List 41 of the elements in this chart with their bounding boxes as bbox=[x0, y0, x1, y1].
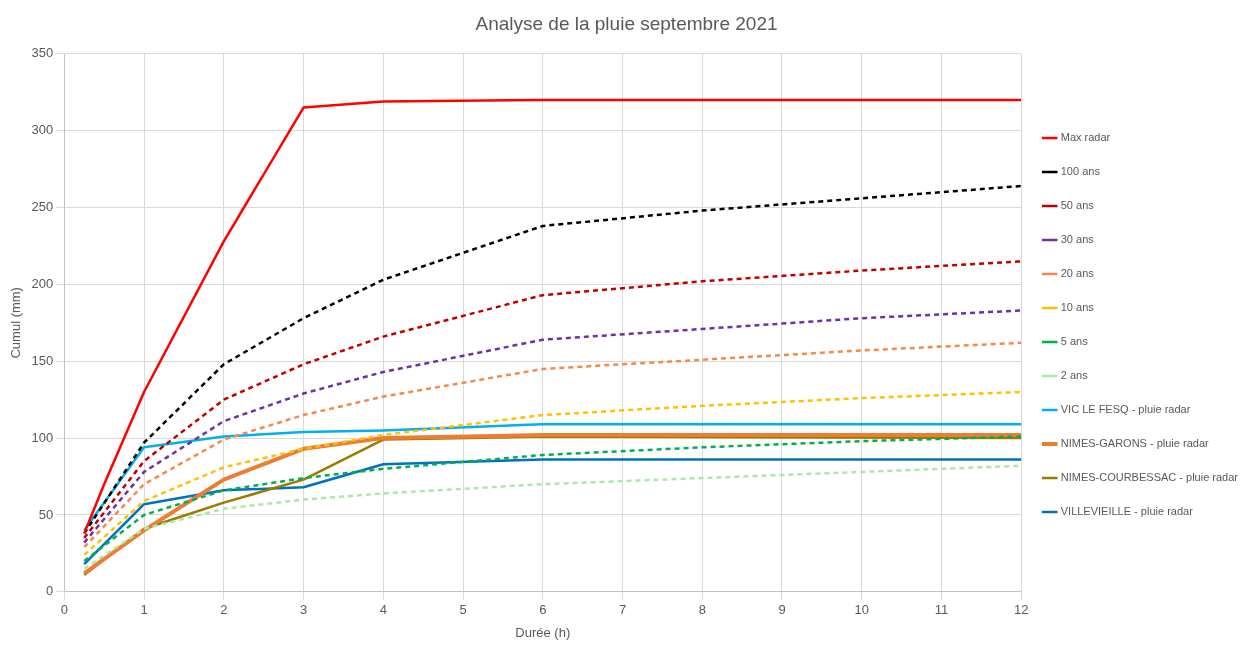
line-series bbox=[82, 184, 1022, 535]
legend-label: VIC LE FESQ - pluie radar bbox=[1060, 403, 1191, 416]
x-tick-label: 4 bbox=[379, 602, 387, 618]
x-tick-label: 12 bbox=[1014, 602, 1029, 618]
y-tick-label: 250 bbox=[31, 199, 54, 215]
y-tick-label: 50 bbox=[38, 506, 54, 522]
legend-label: 20 ans bbox=[1060, 267, 1095, 280]
legend-label: 2 ans bbox=[1060, 369, 1089, 382]
legend-label: 50 ans bbox=[1060, 199, 1095, 212]
y-tick-label: 200 bbox=[31, 275, 54, 291]
legend-label: 100 ans bbox=[1060, 165, 1101, 178]
legend-label: 5 ans bbox=[1060, 335, 1089, 348]
x-tick-label: 9 bbox=[778, 602, 786, 618]
legend-label: 10 ans bbox=[1060, 301, 1095, 314]
legend-label: Max radar bbox=[1060, 131, 1111, 144]
y-tick-label: 100 bbox=[31, 429, 54, 445]
x-tick-label: 10 bbox=[854, 602, 869, 618]
chart-title: Analyse de la pluie septembre 2021 bbox=[475, 12, 778, 34]
x-tick-label: 1 bbox=[140, 602, 148, 618]
x-axis-title: Durée (h) bbox=[515, 624, 571, 640]
y-tick-label: 0 bbox=[46, 583, 54, 599]
y-axis-title: Cumul (mm) bbox=[8, 287, 24, 359]
legend-label: NIMES-COURBESSAC - pluie radar bbox=[1060, 471, 1239, 484]
x-tick-label: 8 bbox=[698, 602, 706, 618]
legend-label: NIMES-GARONS - pluie radar bbox=[1060, 437, 1209, 450]
x-tick-label: 5 bbox=[459, 602, 467, 618]
y-tick-label: 300 bbox=[31, 122, 54, 138]
line-series bbox=[82, 309, 1022, 544]
y-tick-label: 150 bbox=[31, 352, 54, 368]
line-series bbox=[82, 341, 1022, 549]
x-tick-label: 11 bbox=[934, 602, 949, 618]
line-series bbox=[82, 390, 1022, 557]
x-tick-label: 2 bbox=[220, 602, 228, 618]
x-tick-label: 7 bbox=[618, 602, 627, 618]
y-tick-label: 350 bbox=[31, 45, 54, 61]
x-tick-label: 3 bbox=[299, 602, 308, 618]
legend-label: VILLEVIEILLE - pluie radar bbox=[1060, 505, 1194, 518]
x-tick-label: 6 bbox=[539, 602, 547, 618]
line-series bbox=[82, 260, 1022, 540]
legend-label: 30 ans bbox=[1060, 233, 1095, 246]
x-tick-label: 0 bbox=[60, 602, 68, 618]
